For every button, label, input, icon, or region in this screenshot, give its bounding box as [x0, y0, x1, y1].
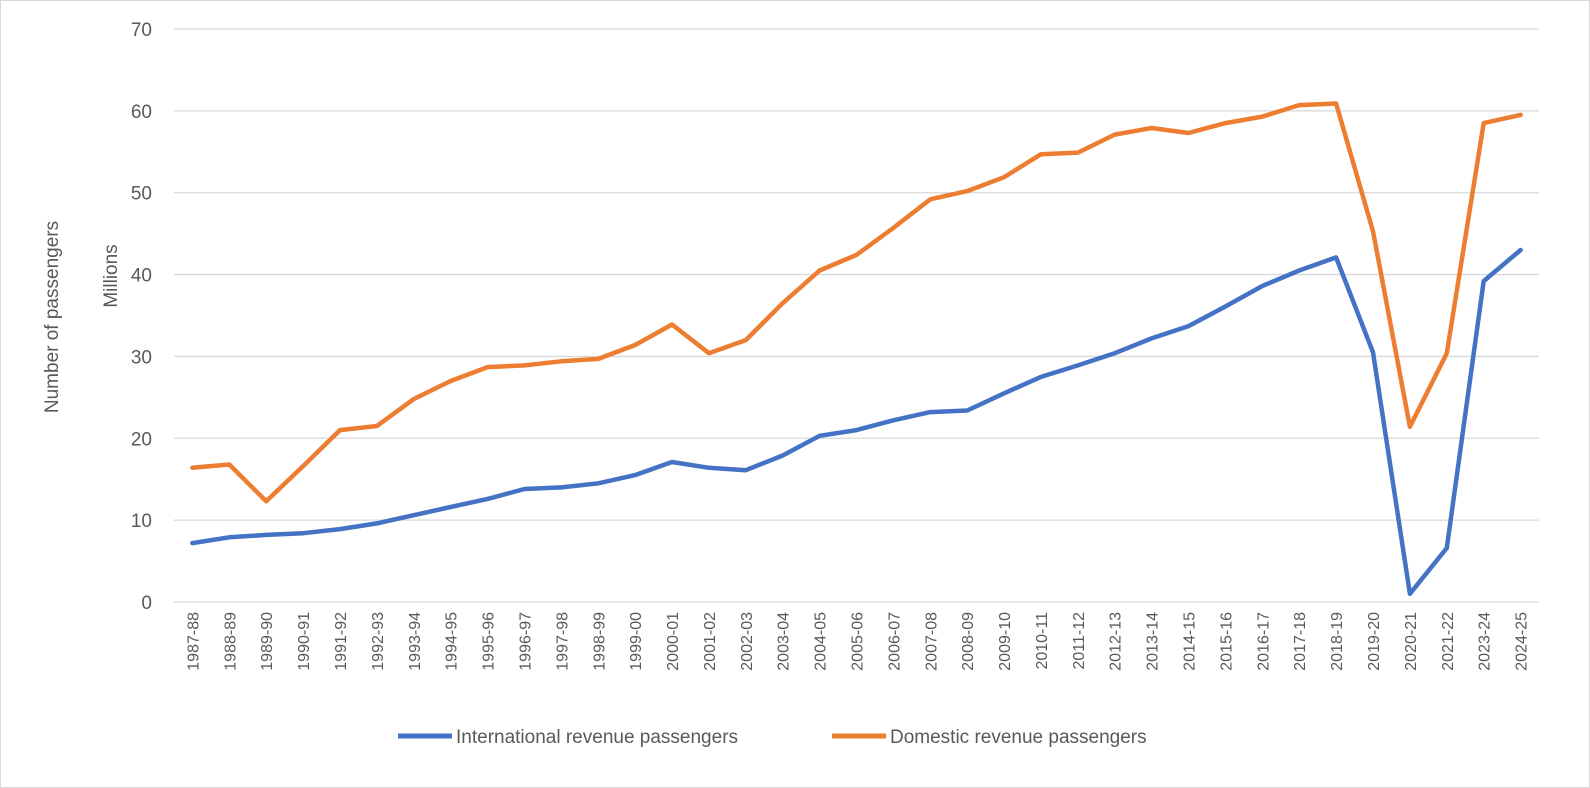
gridlines — [174, 28, 1539, 603]
x-tick-label: 2011-12 — [1071, 612, 1088, 670]
x-tick-label: 2023-24 — [1477, 612, 1494, 671]
x-tick-label: 1995-96 — [481, 612, 498, 671]
y-tick-label: 10 — [131, 511, 152, 532]
x-tick-label: 1989-90 — [259, 612, 276, 671]
y-tick-label: 40 — [131, 266, 152, 287]
x-tick-label: 1993-94 — [407, 612, 424, 671]
x-tick-label: 2013-14 — [1145, 612, 1162, 671]
y-tick-labels: 0 10 20 30 40 50 60 70 — [131, 20, 152, 614]
x-tick-label: 1996-97 — [517, 612, 534, 671]
x-tick-label: 2020-21 — [1403, 612, 1420, 671]
y-tick-label: 50 — [131, 184, 152, 205]
x-tick-label: 2009-10 — [997, 612, 1014, 671]
x-tick-label: 2002-03 — [739, 612, 756, 671]
x-tick-label: 2005-06 — [850, 612, 867, 671]
x-tick-label: 2010-11 — [1034, 612, 1051, 670]
y-tick-label: 30 — [131, 347, 152, 368]
x-tick-label: 2017-18 — [1292, 612, 1309, 671]
x-tick-label: 2000-01 — [665, 612, 682, 671]
x-tick-label: 2021-22 — [1440, 612, 1457, 671]
x-tick-label: 1991-92 — [333, 612, 350, 671]
legend-label-international: International revenue passengers — [456, 727, 738, 748]
legend: International revenue passengers Domesti… — [398, 727, 1147, 748]
x-tick-label: 1998-99 — [591, 612, 608, 671]
x-tick-label: 2018-19 — [1329, 612, 1346, 671]
x-tick-label: 2015-16 — [1218, 612, 1235, 671]
x-tick-label: 1990-91 — [296, 612, 313, 671]
x-tick-label: 1988-89 — [222, 612, 239, 671]
x-tick-label: 2004-05 — [813, 612, 830, 671]
x-tick-label: 1997-98 — [554, 612, 571, 671]
x-tick-label: 1994-95 — [444, 612, 461, 671]
series-lines — [190, 101, 1523, 597]
x-tick-label: 2003-04 — [776, 612, 793, 671]
x-tick-label: 2019-20 — [1366, 612, 1383, 671]
y-tick-label: 20 — [131, 429, 152, 450]
x-tick-label: 2007-08 — [923, 612, 940, 671]
y-tick-label: 70 — [131, 20, 152, 41]
x-tick-label: 2008-09 — [960, 612, 977, 671]
y-tick-label: 60 — [131, 102, 152, 123]
series-line-international — [190, 247, 1523, 597]
x-tick-labels: 1987-88 1988-89 1989-90 1990-91 1991-92 1992-… — [185, 612, 1530, 671]
x-tick-label: 2006-07 — [886, 612, 903, 671]
x-tick-label: 2001-02 — [702, 612, 719, 671]
x-tick-label: 2012-13 — [1108, 612, 1125, 671]
y-tick-label: 0 — [141, 593, 152, 614]
x-tick-label: 1992-93 — [370, 612, 387, 671]
y-axis-title: Number of passengers — [42, 221, 63, 413]
x-tick-label: 1987-88 — [185, 612, 202, 671]
y-axis-unit-label: Millions — [101, 244, 122, 307]
x-tick-label: 1999-00 — [628, 612, 645, 671]
x-tick-label: 2024-25 — [1514, 612, 1531, 671]
x-tick-label: 2016-17 — [1255, 612, 1272, 671]
x-tick-label: 2014-15 — [1182, 612, 1199, 671]
legend-label-domestic: Domestic revenue passengers — [890, 727, 1147, 748]
series-line-domestic — [190, 101, 1523, 504]
